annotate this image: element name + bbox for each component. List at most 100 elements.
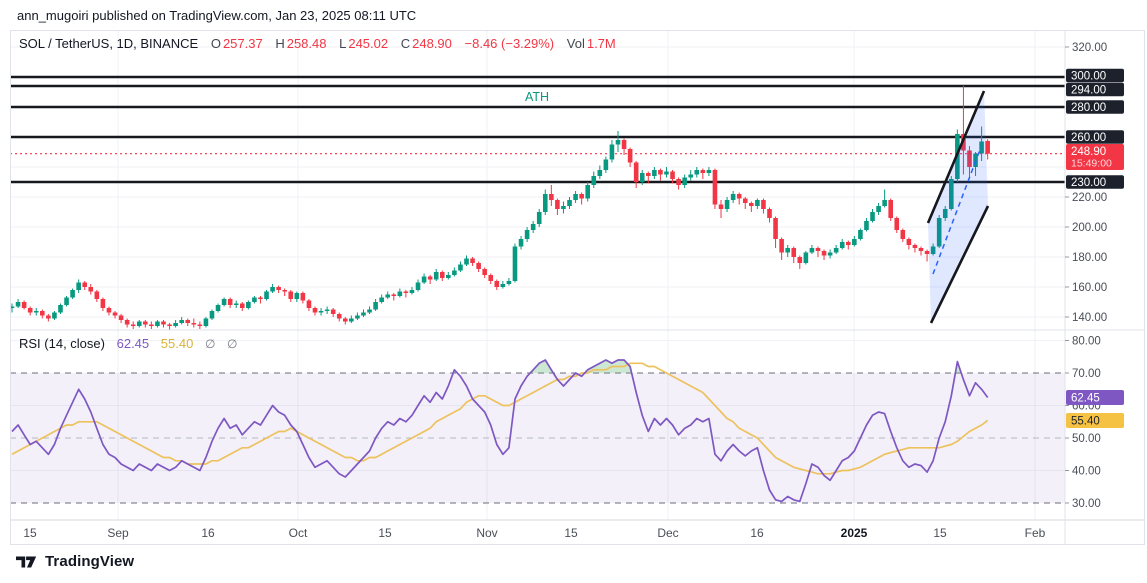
candle xyxy=(149,321,154,329)
rsi-tick-label: 30.00 xyxy=(1072,498,1101,510)
candle xyxy=(476,261,481,272)
axis-badge-label: 260.00 xyxy=(1071,132,1106,144)
low-label: L xyxy=(339,36,347,51)
rsi-band xyxy=(10,372,1065,504)
candle xyxy=(845,240,851,250)
empty-set-icon: ∅ xyxy=(204,337,216,351)
candle xyxy=(197,321,203,329)
axis-badge-label: 55.40 xyxy=(1071,416,1100,428)
candle xyxy=(46,314,51,322)
candle xyxy=(306,299,312,311)
price-tick-label: 180.00 xyxy=(1072,252,1107,264)
tradingview-branding[interactable]: TradingView xyxy=(16,553,134,570)
candles-series xyxy=(10,85,990,330)
candle xyxy=(676,177,681,190)
candle xyxy=(88,284,94,295)
candle xyxy=(712,168,718,209)
candle xyxy=(664,167,669,178)
candle xyxy=(100,297,106,311)
candle xyxy=(203,317,209,328)
candle xyxy=(239,302,245,311)
time-tick-label: Sep xyxy=(107,526,129,540)
axis-badge-label: 294.00 xyxy=(1071,85,1106,97)
candle xyxy=(767,207,772,223)
candle xyxy=(773,216,778,248)
candle xyxy=(40,309,45,319)
rsi-ma-value: 55.40 xyxy=(160,336,194,351)
high-value: 258.48 xyxy=(286,36,327,51)
candle xyxy=(161,320,166,328)
candle xyxy=(936,215,942,248)
time-tick-label: 15 xyxy=(378,526,392,540)
candle xyxy=(949,176,954,211)
candle xyxy=(64,296,69,307)
tradingview-brand-text: TradingView xyxy=(45,553,135,570)
candle xyxy=(688,170,694,181)
candle xyxy=(173,320,178,328)
candle xyxy=(397,288,403,298)
candle xyxy=(276,285,281,293)
candle xyxy=(288,290,294,302)
candle xyxy=(621,138,627,155)
candle xyxy=(585,182,590,202)
candle xyxy=(985,139,990,160)
time-tick-label: Nov xyxy=(476,526,497,540)
price-pane[interactable]: ATH xyxy=(10,75,1124,331)
candle xyxy=(670,170,675,184)
candle xyxy=(864,218,869,232)
candle xyxy=(900,228,906,242)
time-axis[interactable]: 15 Sep 16 Oct 15 Nov 15 Dec 16 2025 15 Feb xyxy=(23,526,1045,540)
candle xyxy=(209,309,215,320)
candle xyxy=(94,290,100,302)
symbol-title: SOL / TetherUS, 1D, BINANCE xyxy=(19,36,199,51)
candle xyxy=(464,255,469,266)
candle xyxy=(112,311,118,319)
open-value: 257.37 xyxy=(222,36,263,51)
candle xyxy=(694,167,700,178)
candle xyxy=(336,312,342,322)
channel-upper-line[interactable] xyxy=(926,90,986,224)
candle xyxy=(58,303,63,314)
candle xyxy=(312,306,318,316)
candle xyxy=(591,171,597,188)
channel-lower-line[interactable] xyxy=(929,205,990,324)
candle xyxy=(185,318,191,326)
parallel-channel-drawing[interactable] xyxy=(926,90,990,324)
time-tick-label: Feb xyxy=(1025,526,1046,540)
candle xyxy=(470,257,475,266)
candle xyxy=(942,206,948,221)
candle xyxy=(415,279,421,292)
candle xyxy=(355,312,360,320)
low-value: 245.02 xyxy=(348,36,389,51)
candle xyxy=(233,300,239,308)
candle xyxy=(603,156,609,173)
candle xyxy=(797,255,803,269)
ath-label: ATH xyxy=(525,90,549,104)
candle xyxy=(106,306,112,316)
change-value: −8.46 (−3.29%) xyxy=(464,36,555,51)
candle xyxy=(839,239,845,250)
rsi-pane[interactable] xyxy=(11,359,989,503)
candle xyxy=(433,269,439,281)
candle xyxy=(130,321,136,329)
candle xyxy=(458,261,463,272)
candle xyxy=(894,216,900,233)
candle xyxy=(755,198,760,209)
price-tick-label: 140.00 xyxy=(1072,312,1107,324)
candle xyxy=(615,131,621,152)
price-axis[interactable]: 320.00 220.00 200.00 180.00 160.00 140.00 300.… xyxy=(1065,42,1124,324)
axis-badge-label: 300.00 xyxy=(1071,71,1106,83)
candle xyxy=(221,297,227,307)
candle xyxy=(530,221,536,233)
candle xyxy=(882,189,887,208)
candle xyxy=(349,315,354,323)
candle xyxy=(803,251,809,265)
candle xyxy=(446,272,451,280)
candle xyxy=(439,270,445,281)
candle xyxy=(597,165,603,179)
time-tick-label: Oct xyxy=(289,526,308,540)
candle xyxy=(191,318,197,328)
